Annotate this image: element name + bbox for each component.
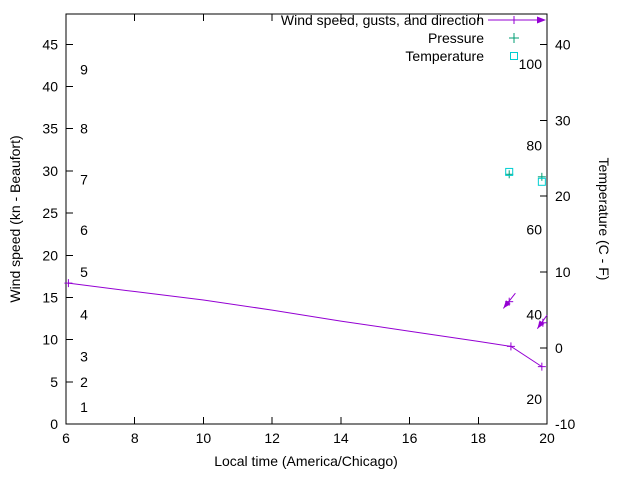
left-y-tick-label: 10 [42,332,58,348]
beaufort-scale-label: 1 [80,399,88,415]
beaufort-scale-label: 8 [80,121,88,137]
x-tick-label: 20 [539,430,555,446]
right-y-axis-title: Temperature (C - F) [596,157,612,281]
axes: 6 8 10 12 14 16 18 20051015202530354045-1001020… [42,13,575,446]
legend-row-temperature: Temperature [281,47,548,65]
wind-gusts-series [502,292,548,329]
wind-speed-series [64,279,546,371]
chart-legend: Wind speed, gusts, and direction Pressur… [281,11,548,65]
right-y-tick-label: 0 [555,340,563,356]
fahrenheit-scale-label: 80 [526,137,542,153]
beaufort-scale-label: 5 [80,264,88,280]
beaufort-scale-label: 2 [80,374,88,390]
legend-label-pressure: Pressure [427,30,484,46]
left-y-tick-label: 45 [42,36,58,52]
x-tick-label: 18 [470,430,486,446]
right-y-tick-label: 40 [555,36,571,52]
x-tick-label: 14 [333,430,349,446]
left-y-axis-title: Wind speed (kn - Beaufort) [7,135,23,303]
temperature-series [505,167,546,186]
legend-label-wind: Wind speed, gusts, and direction [280,12,484,28]
fahrenheit-scale-label: 40 [526,307,542,323]
x-tick-label: 6 [62,430,70,446]
wind-direction-arrow-icon [503,300,511,309]
x-axis-title: Local time (America/Chicago) [214,453,398,469]
left-y-tick-label: 40 [42,79,58,95]
right-y-tick-label: -10 [555,416,575,432]
wind-direction-arrow-icon [537,320,545,329]
beaufort-scale-label: 6 [80,222,88,238]
legend-row-wind: Wind speed, gusts, and direction [281,11,548,29]
left-y-tick-label: 15 [42,289,58,305]
legend-marker-wind-line-arrow-icon [484,11,548,29]
legend-marker-pressure-plus-icon [484,29,548,47]
fahrenheit-scale-label: 20 [526,391,542,407]
left-y-tick-label: 35 [42,121,58,137]
beaufort-scale-label: 9 [80,62,88,78]
legend-marker-temperature-square-icon [484,47,548,65]
fahrenheit-scale-label: 100 [519,56,543,72]
right-y-tick-label: 30 [555,112,571,128]
x-tick-label: 12 [264,430,280,446]
fahrenheit-scale-label: 60 [526,222,542,238]
right-y-tick-label: 10 [555,264,571,280]
right-y-tick-label: 20 [555,188,571,204]
left-y-tick-label: 30 [42,163,58,179]
beaufort-scale-label: 4 [80,306,88,322]
beaufort-scale-label: 7 [80,171,88,187]
legend-label-temperature: Temperature [405,48,484,64]
x-tick-label: 16 [402,430,418,446]
left-y-tick-label: 25 [42,205,58,221]
x-tick-label: 10 [196,430,212,446]
left-y-tick-label: 20 [42,247,58,263]
pressure-series [505,170,546,181]
legend-row-pressure: Pressure [281,29,548,47]
left-y-tick-label: 0 [50,416,58,432]
x-tick-label: 8 [131,430,139,446]
beaufort-scale-label: 3 [80,349,88,365]
left-y-tick-label: 5 [50,374,58,390]
